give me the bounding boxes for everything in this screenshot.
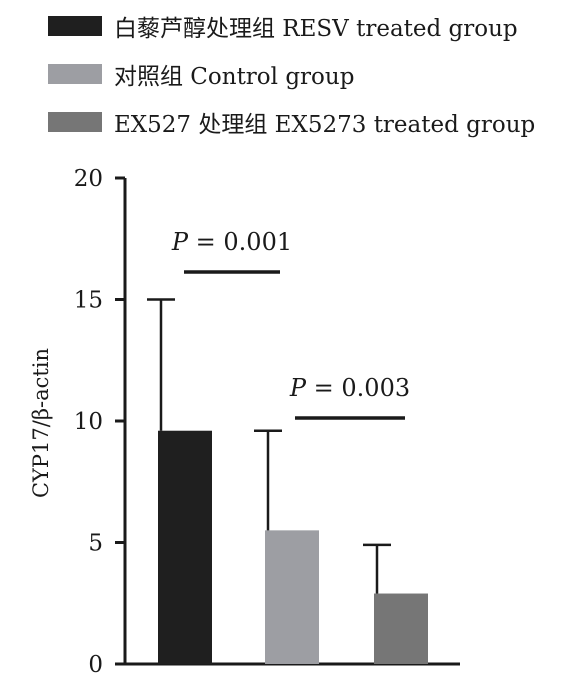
legend-item-ex527: EX527 处理组 EX5273 treated group xyxy=(48,98,535,146)
p-value-text-0: = 0.001 xyxy=(188,228,292,256)
p-value-text-1: = 0.003 xyxy=(306,374,410,402)
y-tick-label-3: 15 xyxy=(74,288,103,314)
y-tick-label-2: 10 xyxy=(74,409,103,435)
y-tick-label-1: 5 xyxy=(88,531,103,557)
y-tick-label-0: 0 xyxy=(88,652,103,678)
y-tick-label-4: 20 xyxy=(74,166,103,192)
legend-item-resv: 白藜芦醇处理组 RESV treated group xyxy=(48,2,535,50)
legend-label-control: 对照组 Control group xyxy=(114,64,355,90)
legend-label-ex527: EX527 处理组 EX5273 treated group xyxy=(114,112,536,138)
legend-swatch-resv xyxy=(48,16,102,36)
p-symbol-1: P xyxy=(289,374,307,402)
chart-legend: 白藜芦醇处理组 RESV treated group 对照组 Control g… xyxy=(48,2,535,146)
legend-swatch-ex527 xyxy=(48,112,102,132)
p-value-label-1: P = 0.003 xyxy=(289,374,410,402)
y-axis-label: CYP17/β-actin xyxy=(29,348,53,498)
legend-label-resv: 白藜芦醇处理组 RESV treated group xyxy=(114,16,518,42)
legend-swatch-control xyxy=(48,64,102,84)
bar-1 xyxy=(265,530,319,664)
bar-2 xyxy=(374,593,428,664)
p-value-label-0: P = 0.001 xyxy=(171,228,292,256)
p-symbol-0: P xyxy=(171,228,189,256)
bar-0 xyxy=(158,430,212,664)
legend-item-control: 对照组 Control group xyxy=(48,50,535,98)
